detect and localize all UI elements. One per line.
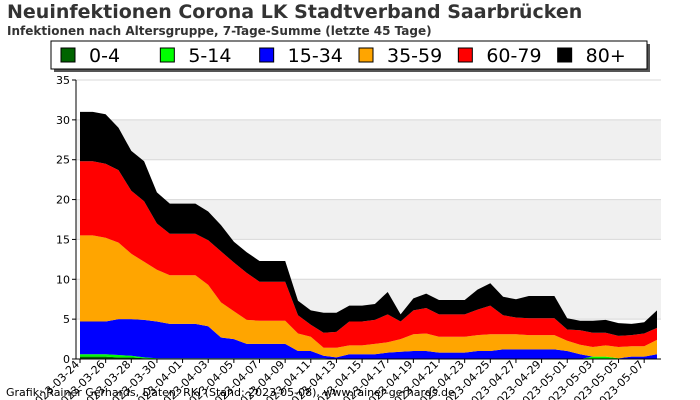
legend: 0-4 5-14 15-34 35-59 60-79 80+ (50, 40, 650, 72)
legend-swatch (457, 47, 473, 63)
legend-label: 80+ (586, 45, 626, 67)
area-series-80+ (80, 111, 657, 336)
legend-label: 0-4 (89, 45, 120, 67)
y-tick-label: 10 (56, 273, 70, 286)
y-tick-label: 20 (56, 194, 70, 207)
legend-label: 5-14 (188, 45, 231, 67)
legend-label: 35-59 (387, 45, 442, 67)
y-tick-label: 15 (56, 233, 70, 246)
grid-band (76, 159, 661, 200)
grid-band (76, 80, 661, 120)
legend-label: 60-79 (486, 45, 541, 67)
y-tick-label: 5 (63, 313, 70, 326)
legend-swatch (259, 47, 275, 63)
legend-swatch (358, 47, 374, 63)
source-footer: Grafik: Rainer Gerhards, Daten: RKI (Sta… (6, 386, 455, 399)
grid-band (76, 119, 661, 160)
y-tick-label: 0 (63, 353, 70, 366)
area-series-35-59 (80, 235, 657, 359)
legend-swatch (557, 47, 573, 63)
y-tick-label: 35 (56, 74, 70, 87)
legend-box (50, 40, 648, 70)
axes (75, 80, 661, 360)
area-series-15-34 (80, 319, 657, 359)
chart-title: Neuinfektionen Corona LK Stadtverband Sa… (7, 1, 583, 23)
y-tick-label: 30 (56, 114, 70, 127)
legend-swatch (60, 47, 76, 63)
chart-subtitle: Infektionen nach Altersgruppe, 7-Tage-Su… (7, 24, 432, 38)
y-tick-label: 25 (56, 154, 70, 167)
area-series-60-79 (80, 161, 657, 348)
y-tick-labels: 0 5 10 15 20 25 30 35 (56, 74, 76, 366)
legend-swatch (159, 47, 175, 63)
legend-label: 15-34 (288, 45, 343, 67)
